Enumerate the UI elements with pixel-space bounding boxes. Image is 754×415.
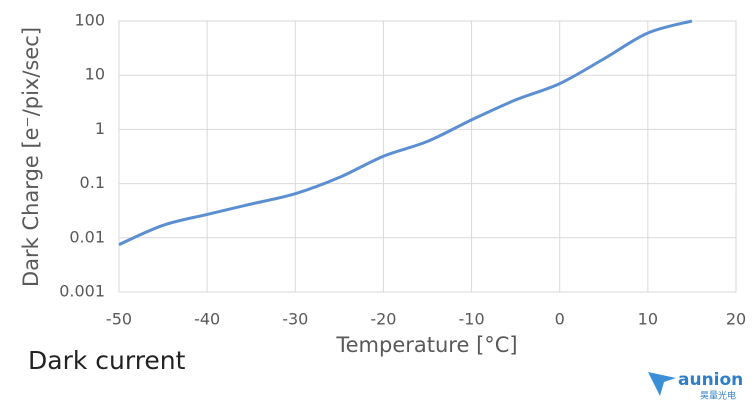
y-tick-label: 1 [95, 119, 105, 138]
y-tick-label: 10 [85, 65, 105, 84]
series-line [118, 19, 693, 246]
x-tick-label: 0 [555, 310, 565, 329]
y-axis-label: Dark Charge [e⁻/pix/sec] [19, 27, 43, 287]
x-tick-label: -30 [282, 310, 308, 329]
x-tick-label: -40 [194, 310, 220, 329]
x-tick-label: -10 [459, 310, 485, 329]
x-axis-label: Temperature [°C] [335, 333, 517, 357]
logo-name: aunion [678, 370, 743, 390]
logo-icon [648, 372, 676, 396]
x-tick-label: -20 [370, 310, 396, 329]
y-tick-label: 0.001 [59, 282, 105, 301]
x-tick-label: 10 [638, 310, 658, 329]
plot-border [118, 20, 737, 293]
y-tick-label: 100 [74, 11, 105, 30]
y-tick-label: 0.1 [80, 173, 105, 192]
y-tick-label: 0.01 [69, 227, 105, 246]
caption: Dark current [28, 346, 186, 375]
x-tick-label: 20 [726, 310, 746, 329]
logo-subtitle: 昊量光电 [700, 390, 736, 402]
x-tick-label: -50 [106, 310, 132, 329]
